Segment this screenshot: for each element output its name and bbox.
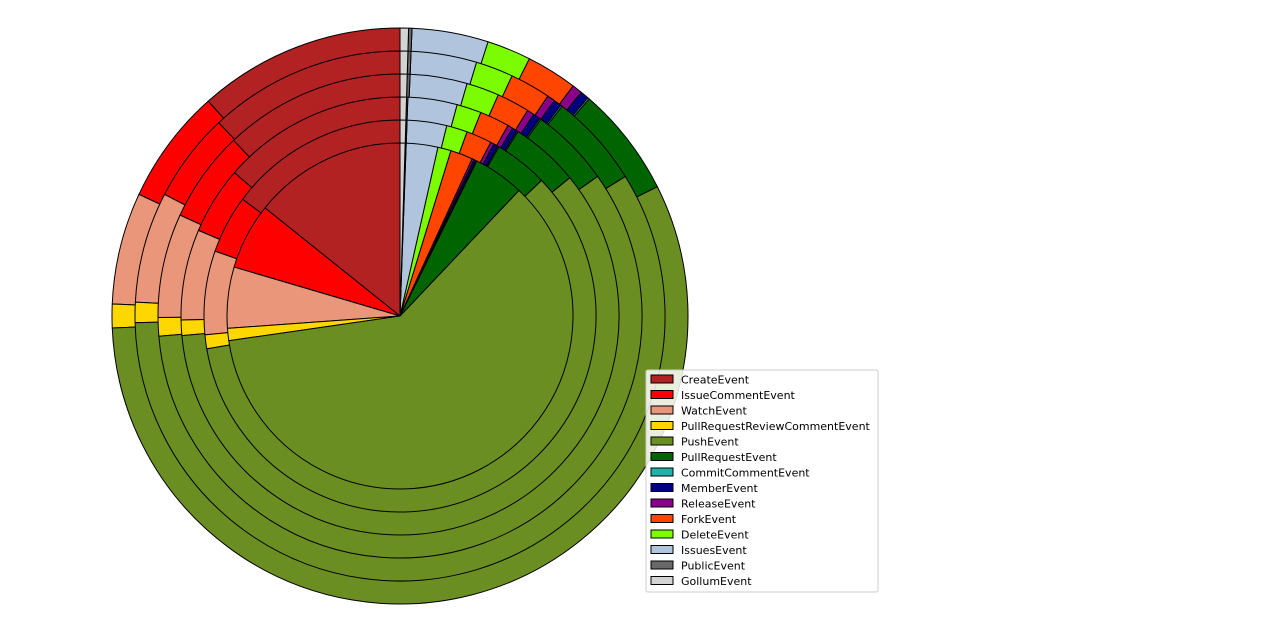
legend-box [645,369,879,593]
legend-swatch-PushEvent [650,436,674,446]
legend-swatch-IssuesEvent [650,545,674,554]
legend-label-ReleaseEvent: ReleaseEvent [681,498,756,511]
legend-label-IssuesEvent: IssuesEvent [681,544,747,557]
legend: CreateEvent IssueCommentEvent WatchEvent Pu… [645,369,879,593]
legend-swatch-PullRequestReviewCommentEvent [650,421,674,430]
legend-swatch-DeleteEvent [650,529,674,539]
legend-swatch-GollumEvent [650,576,674,585]
legend-swatch-ForkEvent [650,514,674,523]
legend-label-IssueCommentEvent: IssueCommentEvent [681,389,796,402]
legend-label-MemberEvent: MemberEvent [681,482,758,495]
legend-label-PullRequestEvent: PullRequestEvent [681,451,777,464]
legend-label-PullRequestReviewCommentEvent: PullRequestReviewCommentEvent [681,420,871,433]
legend-swatch-ReleaseEvent [650,498,674,508]
pie-wedge-ring1-PushEvent [228,189,574,490]
legend-swatch-IssueCommentEvent [650,390,674,399]
legend-swatch-MemberEvent [650,483,674,492]
pie-wedge-ring1-CreateEvent [264,142,401,317]
pie-rings [111,27,689,605]
legend-swatch-WatchEvent [650,405,674,415]
legend-label-GollumEvent: GollumEvent [681,575,752,588]
legend-swatch-PullRequestEvent [650,452,674,461]
legend-label-DeleteEvent: DeleteEvent [681,529,749,542]
legend-swatch-CreateEvent [650,374,674,384]
legend-label-WatchEvent: WatchEvent [681,405,747,418]
legend-label-CommitCommentEvent: CommitCommentEvent [681,467,810,480]
legend-label-ForkEvent: ForkEvent [681,513,737,526]
legend-label-CreateEvent: CreateEvent [681,374,750,387]
legend-label-PublicEvent: PublicEvent [681,560,746,573]
legend-swatch-CommitCommentEvent [650,467,674,477]
legend-label-PushEvent: PushEvent [681,436,739,449]
legend-swatch-PublicEvent [650,560,674,570]
pie-wedge-ring1-GollumEvent [399,142,406,317]
